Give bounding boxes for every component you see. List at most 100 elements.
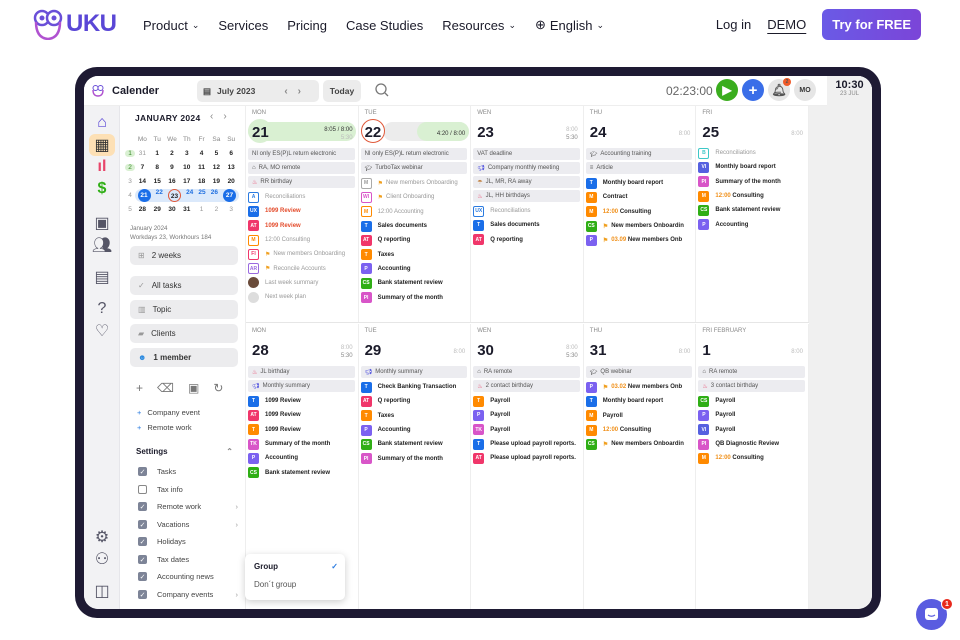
option-group[interactable]: Group ✓ xyxy=(254,562,338,571)
company-event[interactable]: 📢︎ Company monthly meeting xyxy=(473,162,580,174)
demo-link[interactable]: DEMO xyxy=(767,17,807,32)
checkbox-unchecked[interactable] xyxy=(138,485,147,494)
today-button[interactable]: Today xyxy=(323,80,361,102)
view-range-button[interactable]: ⊞ 2 weeks xyxy=(130,246,238,265)
calendar-icon[interactable]: ▦ xyxy=(89,134,115,156)
play-button[interactable]: ▶ xyxy=(716,79,738,101)
task-item[interactable]: TK Payroll xyxy=(473,423,580,437)
try-free-button[interactable]: Try for FREE xyxy=(822,9,921,40)
nav-services[interactable]: Services xyxy=(218,17,269,33)
task-item[interactable]: B Reconciliations xyxy=(698,146,805,160)
notifications-button[interactable]: 🔔︎ 2 xyxy=(768,78,791,101)
article-event[interactable]: ≡ Article xyxy=(585,162,693,174)
task-item[interactable]: M Contract xyxy=(585,190,693,204)
mini-week-selected[interactable]: 4 21 22 23 24 25 26 27 xyxy=(125,188,242,202)
task-item[interactable]: Next week plan xyxy=(248,290,355,304)
setting-vacations[interactable]: ✓ Vacations › xyxy=(138,520,238,529)
birthday-event[interactable]: ♨ 3 contact birthday xyxy=(698,380,805,392)
nav-language[interactable]: ⊕ English ⌄ xyxy=(535,17,604,33)
checkbox-checked[interactable]: ✓ xyxy=(138,537,147,546)
day-column-tue-22[interactable]: TUE 22 4:20 / 8:00 NI only ES(P)L return… xyxy=(359,106,472,322)
nav-resources[interactable]: Resources ⌄ xyxy=(442,17,516,33)
remote-event[interactable]: ⌂ RA, MO remote xyxy=(248,162,355,174)
checkbox-checked[interactable]: ✓ xyxy=(138,590,147,599)
checkbox-checked[interactable]: ✓ xyxy=(138,520,147,529)
chart-icon[interactable]: ıl xyxy=(97,158,107,175)
setting-tax-info[interactable]: Tax info xyxy=(138,485,238,494)
task-item[interactable]: CS Bank statement review xyxy=(248,465,355,479)
task-item[interactable]: M 12:00 Consulting xyxy=(698,451,805,465)
settings-header[interactable]: Settings ⌃ xyxy=(136,447,233,456)
task-item[interactable]: A Reconciliations xyxy=(248,190,355,204)
task-item[interactable]: P Payroll xyxy=(473,408,580,422)
option-dont-group[interactable]: Don´t group xyxy=(254,580,297,589)
month-picker[interactable]: ▤ July 2023 ‹› xyxy=(197,80,319,102)
task-item[interactable]: AT Q reporting xyxy=(473,233,580,247)
task-item[interactable]: CS Bank statement review xyxy=(360,276,468,290)
remote-event[interactable]: ⌂ RA remote xyxy=(698,366,805,378)
task-item[interactable]: T Payroll xyxy=(473,394,580,408)
task-item[interactable]: M 12:00 Consulting xyxy=(248,233,355,247)
setting-accounting-news[interactable]: ✓ Accounting news xyxy=(138,572,238,581)
setting-company-events[interactable]: ✓ Company events › xyxy=(138,590,238,599)
task-item[interactable]: WI ⚑ Client Onboarding xyxy=(360,190,468,204)
refresh-icon[interactable]: ↻ xyxy=(213,381,224,395)
webinar-event[interactable]: 🎓︎ TurboTax webinar xyxy=(360,162,468,174)
chevron-right-icon[interactable]: › xyxy=(235,502,239,511)
setting-remote-work[interactable]: ✓ Remote work › xyxy=(138,502,238,511)
task-item[interactable]: TK Summary of the month xyxy=(248,437,355,451)
remote-event[interactable]: ⌂ RA remote xyxy=(473,366,580,378)
tax-info-event[interactable]: NI only ES(P)L return electronic xyxy=(248,148,355,160)
task-item[interactable]: M ⚑ New members Onboarding xyxy=(360,176,468,190)
task-item[interactable]: AT Please upload payroll reports. xyxy=(473,451,580,465)
task-item[interactable]: AT Q reporting xyxy=(360,394,468,408)
nav-pricing[interactable]: Pricing xyxy=(287,17,327,33)
task-item[interactable]: T Taxes xyxy=(360,247,468,261)
task-item[interactable]: M Payroll xyxy=(585,409,693,423)
task-item[interactable]: T 1099 Review xyxy=(248,423,355,437)
checkbox-checked[interactable]: ✓ xyxy=(138,555,147,564)
collapse-panel-icon[interactable]: ◫ xyxy=(94,583,110,600)
task-item[interactable]: T Sales documents xyxy=(473,218,580,232)
heart-icon[interactable]: ♡ xyxy=(94,323,110,340)
task-item[interactable]: AR ⚑ Reconcile Accounts xyxy=(248,261,355,275)
logo[interactable]: UKU xyxy=(33,8,117,40)
setting-tax-dates[interactable]: ✓ Tax dates xyxy=(138,555,238,564)
task-item[interactable]: CS Bank statement review xyxy=(698,203,805,217)
setting-tasks[interactable]: ✓ Tasks xyxy=(138,467,238,476)
task-item[interactable]: CS ⚑ New members Onboardin xyxy=(585,437,693,451)
task-item[interactable]: PI Summary of the month xyxy=(360,451,468,465)
task-item[interactable]: P Accounting xyxy=(698,217,805,231)
task-item[interactable]: AT 1099 Review xyxy=(248,219,355,233)
day-column-thu-31[interactable]: THU 31 8:00 🎓︎ QB webinar P ⚑ 03.02 New mem… xyxy=(584,324,697,609)
task-item[interactable]: P Accounting xyxy=(360,262,468,276)
tax-info-event[interactable]: NI only ES(P)L return electronic xyxy=(360,148,468,160)
task-item[interactable]: AT 1099 Review xyxy=(248,408,355,422)
task-item[interactable]: M 12:00 Consulting xyxy=(585,423,693,437)
add-icon[interactable]: + xyxy=(136,381,144,395)
chevron-right-icon[interactable]: › xyxy=(235,590,239,599)
task-item[interactable]: P ⚑ 03.09 New members Onb xyxy=(585,233,693,247)
checkbox-checked[interactable]: ✓ xyxy=(138,572,147,581)
birthday-event[interactable]: ♨ JL birthday xyxy=(248,366,355,378)
mini-calendar-nav[interactable]: ‹› xyxy=(210,111,237,122)
task-item[interactable]: M 12:00 Consulting xyxy=(698,189,805,203)
search-icon[interactable] xyxy=(374,82,390,98)
birthday-event[interactable]: ♨ RR birthday xyxy=(248,176,355,188)
clients-button[interactable]: ▰ Clients xyxy=(130,324,238,343)
day-column-thu-24[interactable]: THU 24 8:00 🎓︎ Accounting training ≡ Artic… xyxy=(584,106,697,322)
task-item[interactable]: T Sales documents xyxy=(360,219,468,233)
add-button[interactable]: + xyxy=(742,79,764,101)
company-event[interactable]: 📢︎ Monthly summary xyxy=(360,366,468,378)
task-item[interactable]: PI QB Diagnostic Review xyxy=(698,437,805,451)
member-filter-button[interactable]: ☻ 1 member xyxy=(130,348,238,367)
avatar[interactable]: MO xyxy=(794,79,816,101)
training-event[interactable]: 🎓︎ Accounting training xyxy=(585,148,693,160)
task-item[interactable]: T Monthly board report xyxy=(585,176,693,190)
day-column-wen-23[interactable]: WEN 23 8:00 5:30 VAT deadline 📢︎ Company m… xyxy=(471,106,584,322)
mini-week[interactable]: 5 28 29 30 31 1 2 3 xyxy=(128,205,233,213)
task-item[interactable]: CS ⚑ New members Onboardin xyxy=(585,219,693,233)
task-item[interactable]: T Check Banking Transaction xyxy=(360,380,468,394)
day-column-mon-28[interactable]: MON 28 8:00 5:30 ♨ JL birthday 📢︎ Monthly s… xyxy=(246,324,359,609)
add-company-event-link[interactable]: + Company event xyxy=(137,408,200,417)
